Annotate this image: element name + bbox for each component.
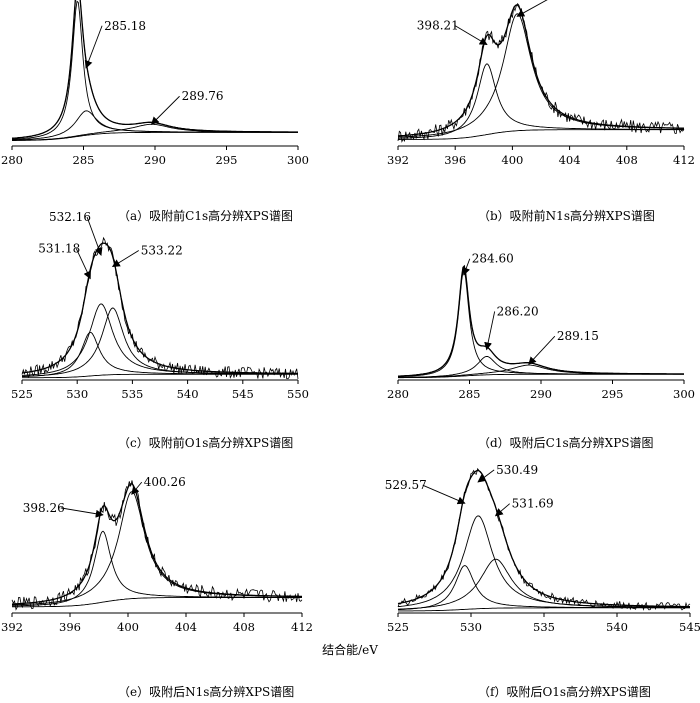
x-tick-label-a: 280: [1, 153, 23, 167]
x-tick-label-e: 396: [59, 620, 81, 634]
x-tick-label-b: 412: [673, 153, 695, 167]
baseline-c: [22, 373, 298, 379]
caption-c: （c）吸附前O1s高分辨XPS谱图: [118, 436, 294, 450]
x-tick-label-e: 408: [233, 620, 255, 634]
baseline-f: [398, 607, 690, 612]
component-peak-d-0: [397, 269, 684, 378]
x-tick-label-e: 392: [1, 620, 23, 634]
peak-label-e: 398.26: [23, 501, 65, 515]
component-peak-e-0: [12, 530, 302, 607]
x-tick-label-f: 535: [533, 620, 555, 634]
peak-label-c: 531.18: [38, 241, 80, 255]
peak-label-b: 400.34: [557, 0, 599, 2]
raw-spectrum-b: [397, 3, 685, 143]
caption-e: （e）吸附后N1s高分辨XPS谱图: [118, 685, 295, 699]
peak-arrow-f: [477, 469, 495, 483]
component-peak-c-2: [22, 307, 298, 377]
peak-label-f: 529.57: [385, 478, 427, 492]
peak-arrow-d: [528, 335, 556, 365]
x-tick-label-f: 530: [460, 620, 482, 634]
peak-arrow-f: [494, 503, 510, 517]
peak-arrow-c: [111, 250, 139, 268]
peak-label-a: 285.18: [104, 19, 146, 33]
component-peak-f-0: [397, 565, 690, 611]
x-tick-label-b: 408: [616, 153, 638, 167]
x-tick-label-a: 295: [216, 153, 238, 167]
x-tick-label-e: 400: [117, 620, 139, 634]
peak-arrow-d: [462, 258, 471, 276]
caption-b: （b）吸附前N1s高分辨XPS谱图: [478, 209, 655, 223]
caption-a: （a）吸附前C1s高分辨XPS谱图: [118, 209, 293, 223]
peak-arrow-a: [84, 25, 103, 69]
x-tick-label-b: 404: [559, 153, 581, 167]
peak-label-d: 284.60: [472, 252, 514, 266]
peak-label-c: 532.16: [49, 210, 91, 224]
panel-d: 280 285 290 295 300 284.60 286.20 289.15: [387, 252, 695, 401]
raw-spectrum-c: [21, 236, 299, 380]
x-tick-label-f: 525: [387, 620, 409, 634]
envelope-f: [397, 469, 690, 608]
component-peak-a-0: [11, 0, 298, 140]
x-tick-label-a: 300: [287, 153, 309, 167]
raw-spectrum-f: [397, 467, 691, 611]
peak-arrow-f: [422, 484, 466, 505]
x-tick-label-e: 412: [291, 620, 313, 634]
x-tick-label-d: 295: [602, 387, 624, 401]
panel-e: 392 396 400 404 408 412 398.26 400.26: [1, 475, 313, 634]
common-x-axis-label: 结合能/eV: [322, 643, 378, 657]
panel-f: 525 530 535 540 545 529.57 530.49 531.69: [385, 463, 700, 634]
peak-label-f: 531.69: [512, 497, 554, 511]
baseline-a: [12, 131, 298, 141]
peak-arrow-e: [131, 481, 143, 495]
x-tick-label-c: 530: [66, 387, 88, 401]
x-tick-label-c: 525: [11, 387, 33, 401]
x-tick-label-d: 280: [387, 387, 409, 401]
peak-label-b: 398.21: [417, 19, 459, 33]
raw-spectrum-a: [12, 0, 298, 139]
peak-label-d: 286.20: [497, 304, 539, 318]
x-tick-label-c: 540: [177, 387, 199, 401]
peak-label-f: 530.49: [496, 463, 538, 477]
x-tick-label-c: 545: [232, 387, 254, 401]
envelope-a: [12, 0, 298, 139]
peak-arrow-a: [150, 95, 180, 125]
component-peak-f-2: [398, 558, 690, 610]
caption-f: （f）吸附后O1s高分辨XPS谱图: [478, 685, 651, 699]
raw-spectrum-d: [398, 265, 684, 377]
peak-arrow-c: [86, 216, 103, 256]
x-tick-label-d: 285: [459, 387, 481, 401]
peak-label-d: 289.15: [557, 329, 599, 343]
peak-arrow-c: [75, 248, 91, 280]
raw-spectrum-e: [11, 480, 303, 611]
peak-arrow-d: [484, 311, 496, 351]
peak-arrow-b: [516, 0, 548, 17]
x-tick-label-b: 400: [501, 153, 523, 167]
caption-d: （d）吸附后C1s高分辨XPS谱图: [478, 436, 654, 450]
x-tick-label-b: 392: [387, 153, 409, 167]
panel-b: 392 396 400 404 408 412 398.21 400.34: [387, 0, 695, 167]
x-tick-label-a: 285: [73, 153, 95, 167]
peak-label-e: 400.26: [144, 475, 186, 489]
x-tick-label-a: 290: [144, 153, 166, 167]
x-tick-label-c: 550: [287, 387, 309, 401]
x-tick-label-f: 545: [679, 620, 700, 634]
x-tick-label-e: 404: [175, 620, 197, 634]
envelope-c: [21, 242, 298, 375]
x-tick-label-b: 396: [444, 153, 466, 167]
peak-arrow-b: [454, 25, 488, 46]
x-tick-label-f: 540: [606, 620, 628, 634]
x-tick-label-d: 300: [673, 387, 695, 401]
peak-label-c: 533.22: [141, 244, 183, 258]
x-tick-label-c: 535: [121, 387, 143, 401]
envelope-d: [398, 264, 684, 377]
peak-arrow-e: [60, 507, 104, 518]
peak-label-a: 289.76: [182, 89, 224, 103]
x-tick-label-d: 290: [530, 387, 552, 401]
panel-c: 525 530 535 540 545 550 531.18 532.16 533.22: [11, 210, 309, 401]
